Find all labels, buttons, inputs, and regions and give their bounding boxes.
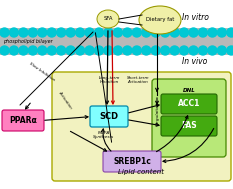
Text: FAS: FAS [181, 122, 197, 130]
FancyBboxPatch shape [103, 151, 161, 172]
Circle shape [10, 46, 18, 55]
Circle shape [132, 46, 141, 55]
Circle shape [28, 28, 37, 37]
Circle shape [227, 28, 233, 37]
Circle shape [227, 46, 233, 55]
Text: Slow Inhibition: Slow Inhibition [28, 62, 55, 82]
Circle shape [208, 46, 217, 55]
Circle shape [75, 28, 85, 37]
Circle shape [189, 28, 198, 37]
Circle shape [0, 46, 9, 55]
Circle shape [217, 46, 226, 55]
Circle shape [123, 46, 132, 55]
Circle shape [132, 28, 141, 37]
Bar [0, 28, 233, 55]
FancyBboxPatch shape [161, 116, 217, 136]
Text: ACC1: ACC1 [178, 99, 200, 108]
FancyBboxPatch shape [90, 106, 128, 127]
Circle shape [47, 46, 56, 55]
Circle shape [161, 46, 170, 55]
Text: In vivo: In vivo [182, 57, 208, 67]
Circle shape [38, 28, 47, 37]
Circle shape [75, 46, 85, 55]
Circle shape [104, 46, 113, 55]
Text: MUFA
Synthesis: MUFA Synthesis [93, 131, 115, 139]
Text: Long-term
Inhibition: Long-term Inhibition [99, 76, 121, 84]
Circle shape [47, 28, 56, 37]
FancyBboxPatch shape [152, 79, 226, 157]
Circle shape [180, 46, 188, 55]
Circle shape [38, 46, 47, 55]
Circle shape [180, 28, 188, 37]
Circle shape [151, 28, 160, 37]
Ellipse shape [97, 10, 119, 28]
Circle shape [199, 28, 207, 37]
Circle shape [57, 46, 66, 55]
Circle shape [95, 28, 103, 37]
Circle shape [19, 46, 28, 55]
Circle shape [66, 46, 75, 55]
Circle shape [142, 28, 151, 37]
Text: DNL: DNL [183, 88, 195, 92]
Circle shape [142, 46, 151, 55]
Text: SFA: SFA [103, 16, 113, 22]
Circle shape [85, 46, 94, 55]
Circle shape [57, 28, 66, 37]
Text: Dietary fat: Dietary fat [146, 18, 174, 22]
Circle shape [19, 28, 28, 37]
Circle shape [85, 28, 94, 37]
Circle shape [113, 28, 122, 37]
Text: phospholipid bilayer: phospholipid bilayer [3, 40, 53, 44]
Circle shape [66, 28, 75, 37]
Circle shape [170, 28, 179, 37]
Text: Short-term
Activation: Short-term Activation [127, 76, 149, 84]
Circle shape [113, 46, 122, 55]
Circle shape [95, 46, 103, 55]
FancyBboxPatch shape [161, 94, 217, 114]
Circle shape [123, 28, 132, 37]
Circle shape [161, 28, 170, 37]
Ellipse shape [139, 6, 181, 34]
Circle shape [104, 28, 113, 37]
Text: Regulations: Regulations [156, 99, 160, 125]
Circle shape [189, 46, 198, 55]
Circle shape [170, 46, 179, 55]
Circle shape [217, 28, 226, 37]
Text: Activation: Activation [57, 90, 73, 110]
FancyBboxPatch shape [2, 110, 44, 131]
Text: SREBP1c: SREBP1c [113, 157, 151, 166]
Text: In vitro: In vitro [182, 13, 209, 22]
Text: PPARα: PPARα [9, 116, 37, 125]
Circle shape [208, 28, 217, 37]
FancyBboxPatch shape [52, 72, 231, 181]
Circle shape [199, 46, 207, 55]
Text: Lipid content: Lipid content [119, 169, 164, 175]
Text: SCD: SCD [99, 112, 119, 121]
Circle shape [0, 28, 9, 37]
Circle shape [10, 28, 18, 37]
Circle shape [28, 46, 37, 55]
Circle shape [151, 46, 160, 55]
